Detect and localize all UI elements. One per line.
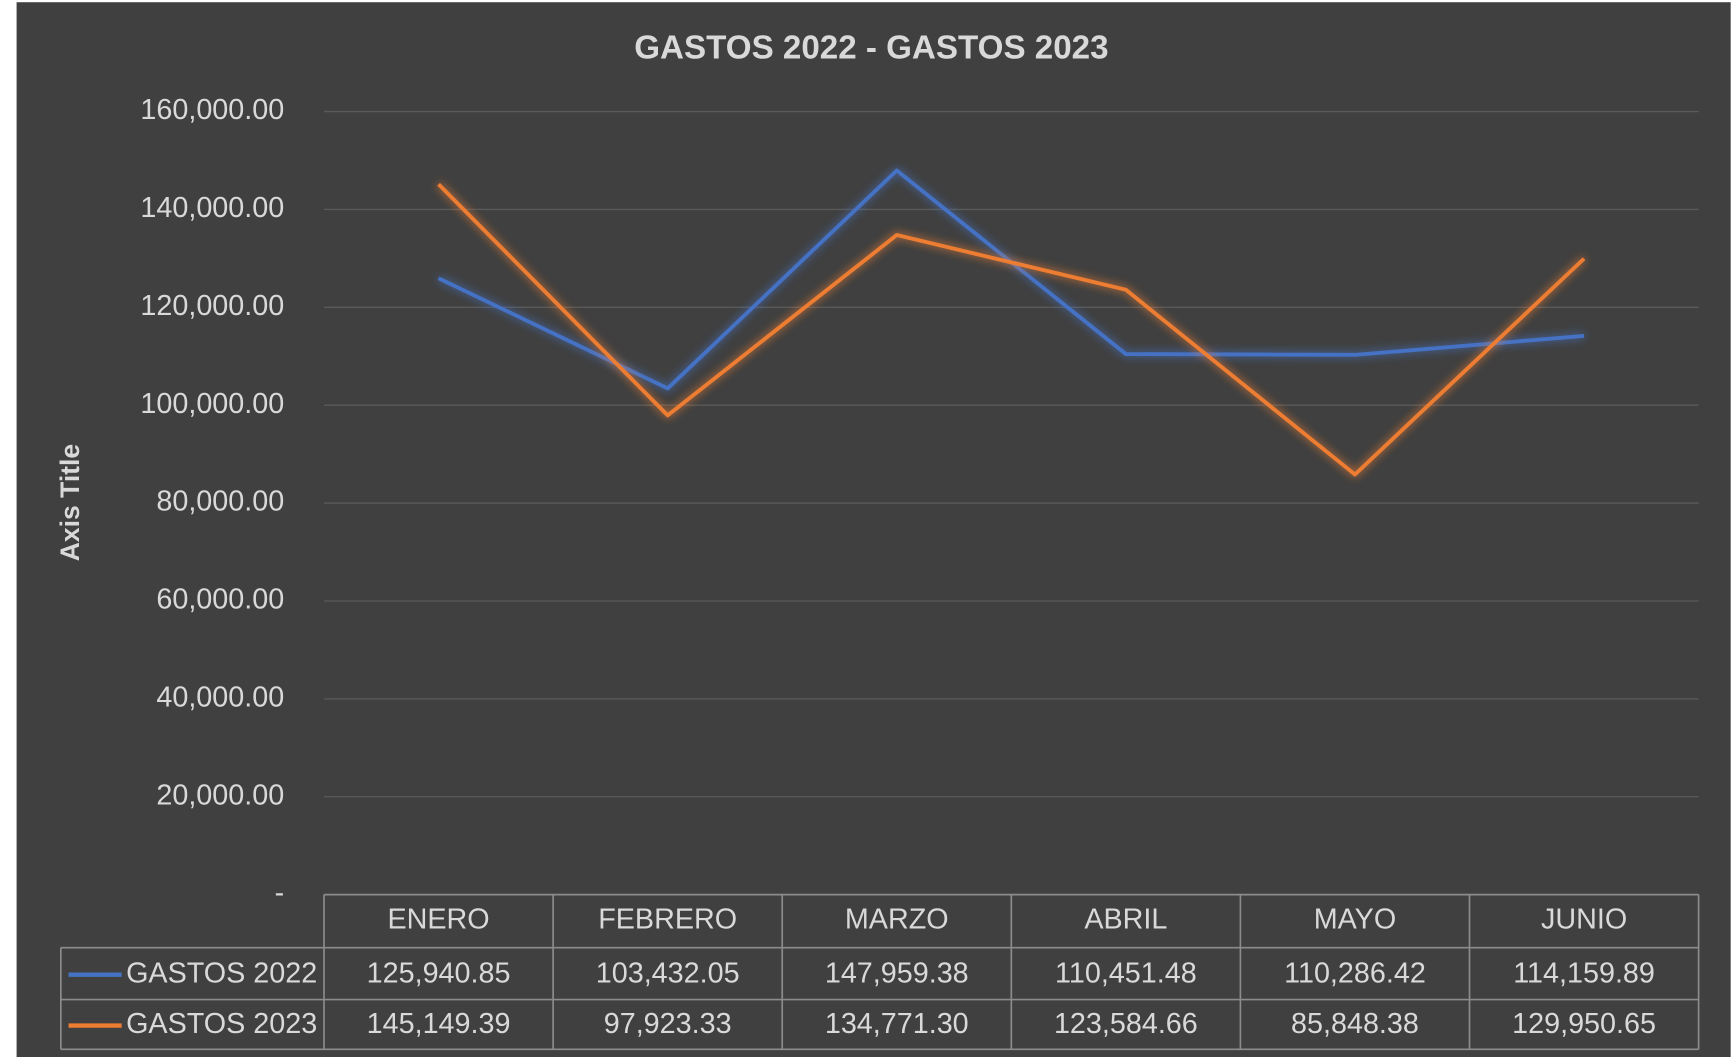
- x-tick-label: JUNIO: [1541, 904, 1627, 936]
- chart-title: GASTOS 2022 - GASTOS 2023: [634, 29, 1108, 66]
- y-tick-label: 80,000.00: [156, 486, 284, 518]
- data-label: 125,940.85: [367, 957, 511, 989]
- x-tick-label: MARZO: [845, 904, 949, 936]
- y-tick-label: -: [275, 877, 285, 909]
- y-tick-label: 160,000.00: [140, 94, 284, 126]
- data-label: 129,950.65: [1512, 1008, 1656, 1040]
- x-tick-label: ENERO: [387, 904, 489, 936]
- data-label: 114,159.89: [1513, 957, 1655, 989]
- data-label: 110,286.42: [1284, 957, 1426, 989]
- data-label: 85,848.38: [1291, 1008, 1419, 1040]
- y-tick-label: 100,000.00: [140, 388, 284, 420]
- series-line: [437, 182, 1586, 477]
- x-tick-label: MAYO: [1314, 904, 1397, 936]
- data-label: 147,959.38: [825, 957, 969, 989]
- data-label: 123,584.66: [1054, 1008, 1198, 1040]
- y-tick-label: 60,000.00: [156, 584, 284, 616]
- data-label: 145,149.39: [367, 1008, 511, 1040]
- data-label: 134,771.30: [825, 1008, 969, 1040]
- x-tick-label: FEBRERO: [598, 904, 737, 936]
- y-tick-label: 40,000.00: [156, 681, 284, 713]
- data-label: 110,451.48: [1055, 957, 1197, 989]
- data-label: 97,923.33: [604, 1008, 732, 1040]
- y-axis-title: Axis Title: [55, 444, 85, 561]
- x-tick-label: ABRIL: [1084, 904, 1167, 936]
- y-tick-label: 120,000.00: [140, 290, 284, 322]
- legend-label: GASTOS 2022: [126, 957, 317, 989]
- data-label: 103,432.05: [596, 957, 740, 989]
- chart-background: [16, 2, 1731, 1057]
- legend-label: GASTOS 2023: [126, 1008, 317, 1040]
- y-tick-label: 140,000.00: [140, 192, 284, 224]
- y-tick-label: 20,000.00: [156, 779, 284, 811]
